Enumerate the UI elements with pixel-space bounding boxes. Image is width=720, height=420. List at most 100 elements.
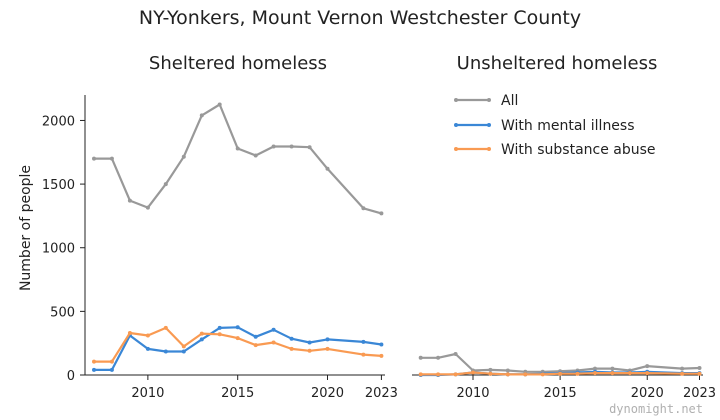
data-point-with-substance-abuse [523,372,528,377]
legend-label-substance-abuse: With substance abuse [501,142,656,158]
data-point-with-substance-abuse [163,325,168,330]
series-line-all [420,352,700,373]
data-point-with-mental-illness [361,339,366,344]
watermark: dynomight.net [609,402,703,416]
data-point-all [680,366,685,371]
x-tick-label: 2010 [456,386,489,401]
data-point-with-substance-abuse [593,371,597,376]
data-point-with-substance-abuse [645,371,650,376]
data-point-all [361,206,366,211]
data-point-with-substance-abuse [379,353,384,358]
sheltered-panel-title: Sheltered homeless [149,53,327,74]
data-point-with-mental-illness [92,367,96,372]
y-tick-label: 0 [67,369,75,384]
data-point-with-mental-illness [199,337,204,342]
x-tick-label: 2015 [221,386,254,401]
data-point-with-substance-abuse [436,372,441,377]
data-point-with-substance-abuse [92,359,96,364]
data-point-with-substance-abuse [488,371,493,376]
data-point-all [145,205,150,210]
data-point-with-substance-abuse [235,336,240,341]
data-point-with-mental-illness [253,334,258,339]
legend-marker-mental-illness [454,123,458,127]
data-point-with-substance-abuse [697,371,702,376]
x-tick-label: 2020 [311,386,344,401]
x-tick-label: 2023 [683,386,716,401]
data-point-all [593,366,597,371]
data-point-all [436,355,441,360]
data-point-with-mental-illness [145,346,150,351]
data-point-with-substance-abuse [217,332,222,337]
data-point-all [645,364,650,369]
legend-marker-mental-illness [487,123,491,127]
data-point-all [217,102,222,107]
data-point-with-substance-abuse [610,371,615,376]
data-point-with-substance-abuse [575,371,580,376]
data-point-with-substance-abuse [505,372,510,377]
data-point-all [127,198,132,203]
data-point-with-mental-illness [325,337,330,342]
data-point-all [505,368,510,373]
data-point-with-mental-illness [307,340,312,345]
data-point-with-mental-illness [181,349,186,354]
legend-label-all: All [501,93,518,109]
x-tick-label: 2010 [131,386,164,401]
y-tick-label: 2000 [42,114,75,129]
data-point-all [199,113,204,118]
data-point-all [253,153,258,158]
data-point-with-substance-abuse [199,331,204,336]
data-point-with-mental-illness [235,325,240,330]
data-point-all [453,352,458,356]
x-tick-label: 2023 [365,386,398,401]
data-point-with-substance-abuse [361,352,366,357]
legend-label-mental-illness: With mental illness [501,118,635,134]
unsheltered-panel-title: Unsheltered homeless [457,53,658,74]
legend-item-all: All [454,93,518,109]
data-point-all [610,366,615,371]
data-point-with-mental-illness [379,342,384,347]
data-point-with-substance-abuse [109,359,114,364]
unsheltered-panel: Unsheltered homeless 2010 2015 2020 2023 [412,53,716,401]
y-tick-label: 1500 [42,178,75,193]
legend-marker-substance-abuse [454,147,458,151]
data-point-with-substance-abuse [307,348,312,353]
y-tick-label: 500 [50,305,75,320]
data-point-all [271,144,276,149]
sheltered-panel: Sheltered homeless 2010 2015 2020 2023 0 500 1… [42,53,398,401]
data-point-all [289,144,294,149]
data-point-with-substance-abuse [558,371,563,376]
data-point-with-substance-abuse [680,371,685,376]
data-point-with-substance-abuse [127,331,132,335]
series-line-with-substance-abuse [94,326,382,363]
data-point-with-substance-abuse [271,340,276,345]
data-point-with-substance-abuse [289,346,294,351]
data-point-all [181,154,186,159]
data-point-with-mental-illness [163,349,168,354]
legend: All With mental illness With substance a… [454,93,656,158]
data-point-with-substance-abuse [181,344,186,349]
data-point-all [488,367,493,372]
data-point-with-substance-abuse [540,372,545,377]
x-tick-label: 2020 [631,386,664,401]
x-tick-label: 2015 [544,386,577,401]
data-point-with-mental-illness [217,325,222,330]
data-point-all [379,211,384,216]
data-point-all [92,156,96,161]
data-point-with-substance-abuse [325,346,330,351]
data-point-with-mental-illness [289,336,294,341]
data-point-with-mental-illness [271,327,276,332]
data-point-with-substance-abuse [418,372,423,377]
data-point-all [163,182,168,187]
data-point-with-substance-abuse [453,372,458,377]
data-point-all [418,355,423,360]
series-line-with-substance-abuse [420,371,700,376]
legend-marker-all [454,98,458,102]
data-point-with-substance-abuse [145,333,150,338]
legend-marker-all [487,98,491,102]
series-line-with-mental-illness [94,326,382,371]
data-point-all [235,146,240,151]
legend-marker-substance-abuse [487,147,491,151]
y-axis-label: Number of people [18,165,34,291]
data-point-with-substance-abuse [627,371,632,376]
